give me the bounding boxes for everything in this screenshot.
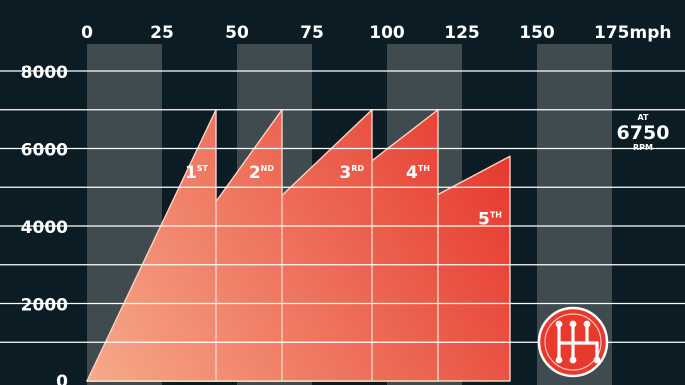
x-axis-ticks: 0 25 50 75 100 125 150 175mph — [81, 23, 671, 43]
x-tick-label: 125 — [444, 23, 480, 43]
y-tick-label: 2000 — [21, 296, 68, 316]
annotation-rpm-value: 6750 — [617, 122, 670, 144]
x-tick-label: 175mph — [594, 23, 671, 43]
gear-shift-knob — [569, 356, 577, 364]
gear-label-3rd: 3RD — [339, 163, 364, 183]
y-tick-label: 4000 — [21, 218, 68, 238]
gear-label-4th: 4TH — [406, 163, 430, 183]
gear-shift-icon — [537, 306, 609, 378]
y-tick-label: 0 — [56, 372, 68, 385]
gear-shift-knob — [593, 356, 601, 364]
gear-label-2nd: 2ND — [249, 163, 275, 183]
x-tick-label: 75 — [300, 23, 324, 43]
gear-shift-knob — [555, 356, 563, 364]
gear-label-5th: 5TH — [478, 209, 502, 229]
gear-shift-knob — [555, 320, 563, 328]
gear-areas — [86, 109, 511, 382]
x-tick-label: 100 — [369, 23, 405, 43]
x-tick-label: 0 — [81, 23, 93, 43]
gear-label-1st: 1ST — [185, 163, 209, 183]
annotation-rpm-rpm: RPM — [633, 143, 653, 152]
gear-area-1st — [86, 109, 217, 382]
y-axis-ticks: 8000 6000 4000 2000 0 — [21, 63, 68, 385]
x-tick-label: 50 — [225, 23, 249, 43]
gear-labels: 1ST 2ND 3RD 4TH 5TH — [185, 163, 502, 230]
y-tick-label: 6000 — [21, 141, 68, 161]
gear-shift-knob — [569, 320, 577, 328]
gear-shift-icon-ring — [544, 313, 602, 371]
annotation-rpm-at: AT — [637, 113, 649, 122]
gear-shift-knob — [583, 320, 591, 328]
y-tick-label: 8000 — [21, 63, 68, 83]
gridlines — [0, 70, 685, 343]
x-tick-label: 25 — [150, 23, 174, 43]
x-tick-label: 150 — [519, 23, 555, 43]
